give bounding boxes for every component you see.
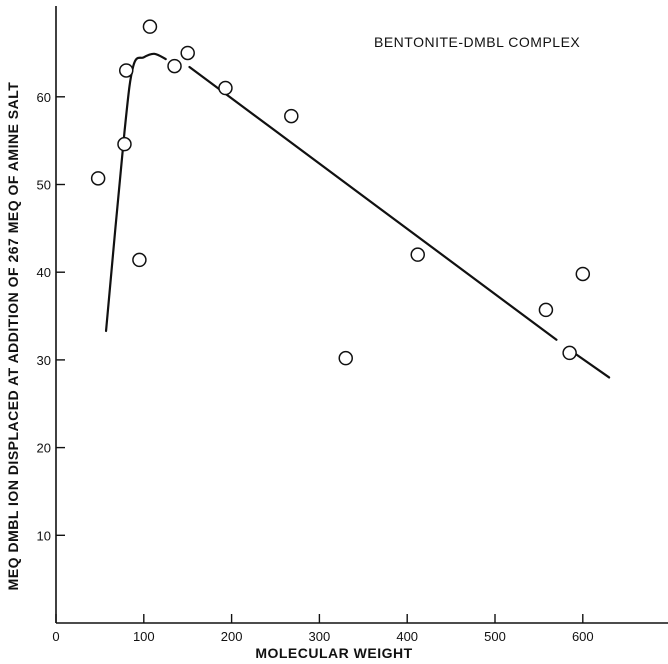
x-tick-label: 400 [396, 629, 418, 644]
trend-line-2 [188, 65, 558, 341]
data-point [284, 108, 299, 124]
data-point [132, 252, 147, 268]
y-tick-label: 50 [37, 178, 51, 193]
x-tick-label: 500 [484, 629, 506, 644]
data-point [410, 247, 425, 262]
data-point [562, 345, 577, 361]
trend-lines [104, 52, 611, 379]
data-point [117, 136, 132, 152]
x-tick-label: 100 [133, 629, 155, 644]
data-point [218, 80, 233, 96]
ticks: 0 100 200 300 400 500 600 10 20 30 40 50 60 [37, 90, 594, 644]
data-point [167, 58, 182, 74]
data-point [538, 302, 554, 318]
trend-line-1 [104, 52, 167, 333]
x-tick-label: 200 [221, 629, 243, 644]
x-tick-label: 0 [52, 629, 59, 644]
data-point [118, 63, 134, 78]
x-tick-label: 300 [309, 629, 331, 644]
y-axis-title: MEQ DMBL ION DISPLACED AT ADDITION OF 26… [5, 82, 21, 591]
data-point [338, 350, 353, 366]
y-tick-label: 10 [37, 528, 51, 543]
data-point [142, 19, 158, 34]
y-tick-label: 20 [37, 441, 51, 456]
y-tick-label: 60 [37, 90, 51, 105]
chart-title: BENTONITE-DMBL COMPLEX [374, 34, 580, 50]
x-axis-title: MOLECULAR WEIGHT [255, 645, 412, 661]
trend-line-3 [572, 351, 611, 379]
data-point [180, 45, 195, 61]
x-tick-label: 600 [572, 629, 594, 644]
data-point [90, 171, 106, 186]
plot-area: 0 100 200 300 400 500 600 10 20 30 40 50 60 [37, 6, 668, 644]
data-points [90, 19, 591, 366]
data-point [575, 266, 591, 282]
y-tick-label: 40 [37, 265, 51, 280]
y-tick-label: 30 [37, 353, 51, 368]
